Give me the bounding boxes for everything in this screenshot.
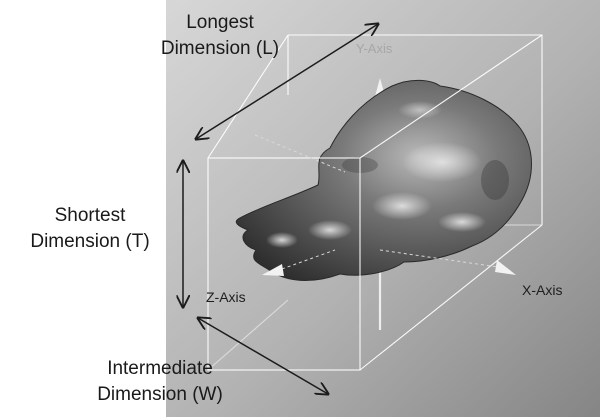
tumor-surface-model [235, 79, 532, 281]
intermediate-dimension-label: Intermediate Dimension (W) [55, 356, 265, 408]
shortest-dimension-line1: Shortest [54, 205, 126, 226]
intermediate-dimension-line2: Dimension (W) [97, 384, 223, 405]
longest-dimension-label: Longest Dimension (L) [130, 10, 310, 62]
x-axis-arrowhead [495, 260, 516, 275]
shortest-dimension-line2: Dimension (T) [30, 231, 150, 252]
longest-dimension-line1: Longest [186, 12, 254, 33]
y-axis-label: Y-Axis [356, 41, 393, 56]
shortest-dimension-label: Shortest Dimension (T) [0, 203, 185, 255]
z-axis-label: Z-Axis [206, 289, 246, 305]
longest-dimension-line2: Dimension (L) [160, 38, 280, 59]
intermediate-dimension-arrow [198, 318, 328, 394]
intermediate-dimension-line1: Intermediate [107, 358, 213, 379]
longest-dimension-arrow [196, 24, 378, 139]
z-axis-arrowhead [262, 264, 284, 276]
x-axis-label: X-Axis [522, 282, 563, 298]
